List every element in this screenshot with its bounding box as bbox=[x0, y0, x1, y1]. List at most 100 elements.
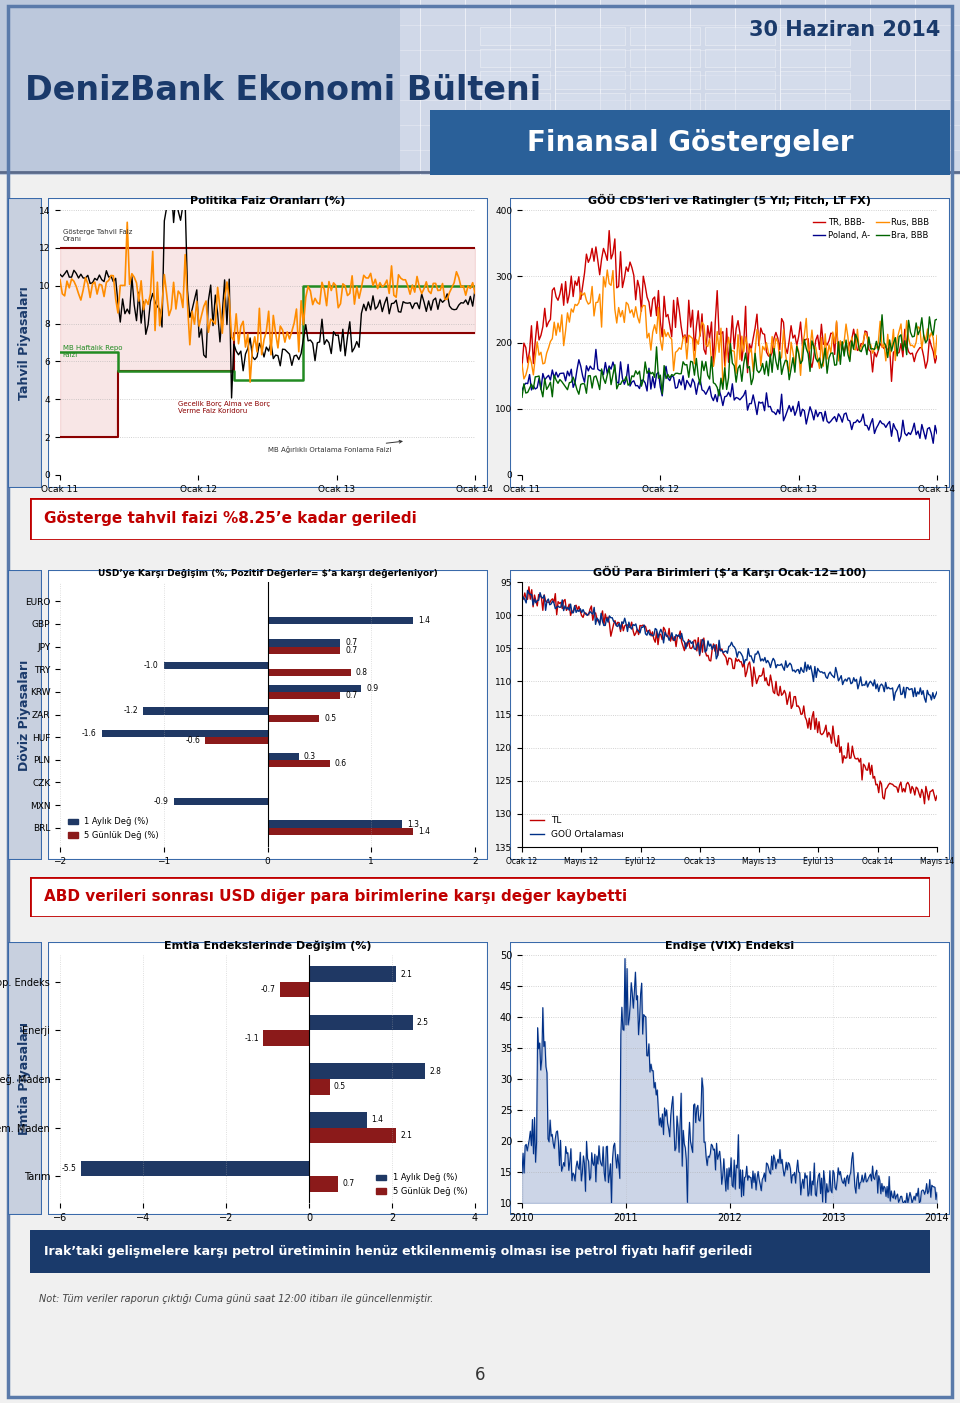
Bar bbox=[309, 1014, 413, 1030]
Text: 0.7: 0.7 bbox=[346, 645, 357, 655]
Bar bbox=[263, 1030, 309, 1047]
Bar bbox=[480, 137, 550, 154]
Line: TL: TL bbox=[522, 586, 937, 804]
Text: -0.7: -0.7 bbox=[261, 985, 276, 995]
Text: -5.5: -5.5 bbox=[61, 1164, 77, 1173]
Bar bbox=[309, 1176, 338, 1191]
Rus, BBB bbox=[884, 348, 896, 365]
Bra, BBB bbox=[882, 349, 894, 366]
Bar bbox=[630, 49, 700, 67]
FancyBboxPatch shape bbox=[510, 570, 950, 860]
Bar bbox=[430, 109, 950, 175]
Poland, A- bbox=[516, 382, 528, 398]
Bar bbox=[268, 617, 413, 624]
Bar bbox=[555, 72, 625, 88]
Bar bbox=[268, 647, 340, 654]
TL bbox=[765, 666, 777, 683]
Rus, BBB bbox=[871, 340, 882, 356]
Text: 0.7: 0.7 bbox=[346, 692, 357, 700]
TL bbox=[931, 787, 943, 804]
TR, BBB- bbox=[892, 345, 903, 362]
TL bbox=[919, 796, 930, 812]
Legend: 1 Aylık Değ (%), 5 Günlük Değ (%): 1 Aylık Değ (%), 5 Günlük Değ (%) bbox=[372, 1170, 470, 1198]
Rus, BBB bbox=[892, 330, 903, 347]
Line: Bra, BBB: Bra, BBB bbox=[522, 314, 937, 397]
Text: Emtia Piyasaları: Emtia Piyasaları bbox=[18, 1021, 32, 1135]
GOÜ Ortalaması bbox=[772, 657, 783, 673]
TR, BBB- bbox=[882, 341, 894, 358]
Text: -0.9: -0.9 bbox=[154, 797, 169, 805]
FancyBboxPatch shape bbox=[8, 941, 42, 1215]
Bar bbox=[480, 49, 550, 67]
Text: 0.6: 0.6 bbox=[335, 759, 348, 767]
GOÜ Ortalaması bbox=[894, 676, 905, 693]
Rus, BBB bbox=[602, 261, 613, 278]
FancyBboxPatch shape bbox=[48, 941, 488, 1215]
Line: GOÜ Ortalaması: GOÜ Ortalaması bbox=[522, 591, 937, 703]
Bar bbox=[268, 821, 402, 828]
Bar bbox=[630, 72, 700, 88]
Bar bbox=[268, 752, 299, 760]
Rus, BBB bbox=[931, 327, 943, 344]
Text: -1.0: -1.0 bbox=[144, 661, 158, 671]
Bar bbox=[705, 49, 775, 67]
GOÜ Ortalaması bbox=[920, 694, 931, 711]
Text: 1.4: 1.4 bbox=[418, 616, 430, 624]
FancyBboxPatch shape bbox=[8, 198, 42, 488]
Title: Endişe (VIX) Endeksi: Endişe (VIX) Endeksi bbox=[665, 941, 794, 951]
TL bbox=[517, 591, 529, 607]
Text: 0.5: 0.5 bbox=[334, 1082, 346, 1092]
Bar bbox=[630, 93, 700, 111]
FancyBboxPatch shape bbox=[48, 198, 488, 488]
Poland, A- bbox=[740, 382, 752, 398]
Bar bbox=[280, 982, 309, 998]
Title: GÖÜ Para Birimleri ($’a Karşı Ocak-12=100): GÖÜ Para Birimleri ($’a Karşı Ocak-12=10… bbox=[592, 567, 866, 578]
TR, BBB- bbox=[740, 297, 752, 314]
FancyBboxPatch shape bbox=[510, 941, 950, 1215]
Poland, A- bbox=[931, 425, 943, 442]
Bar bbox=[780, 72, 850, 88]
Bar bbox=[555, 93, 625, 111]
Text: 30 Haziran 2014: 30 Haziran 2014 bbox=[749, 20, 940, 41]
Bar bbox=[268, 828, 413, 835]
Bra, BBB bbox=[867, 341, 878, 358]
Text: 0.7: 0.7 bbox=[342, 1180, 354, 1188]
Bar bbox=[309, 967, 396, 982]
Bar bbox=[268, 640, 340, 647]
Bar bbox=[268, 714, 320, 721]
TR, BBB- bbox=[516, 358, 528, 375]
Poland, A- bbox=[890, 419, 901, 436]
Legend: TL, GOÜ Ortalaması: TL, GOÜ Ortalaması bbox=[526, 812, 628, 842]
Bar bbox=[630, 115, 700, 133]
Bar bbox=[780, 27, 850, 45]
Bar bbox=[555, 137, 625, 154]
Text: Irak’taki gelişmelere karşı petrol üretiminin henüz etkilenmemiş olması ise petr: Irak’taki gelişmelere karşı petrol üreti… bbox=[43, 1244, 752, 1258]
Bra, BBB bbox=[931, 311, 943, 328]
Rus, BBB bbox=[639, 297, 651, 314]
GOÜ Ortalaması bbox=[522, 582, 534, 599]
Bra, BBB bbox=[637, 372, 649, 389]
Bar bbox=[164, 662, 268, 669]
Bar bbox=[480, 93, 550, 111]
Poland, A- bbox=[927, 435, 939, 452]
Poland, A- bbox=[639, 375, 651, 391]
Poland, A- bbox=[590, 341, 602, 358]
Text: -1.1: -1.1 bbox=[245, 1034, 259, 1042]
Rus, BBB bbox=[516, 355, 528, 372]
Line: TR, BBB-: TR, BBB- bbox=[522, 230, 937, 382]
Line: Poland, A-: Poland, A- bbox=[522, 349, 937, 443]
FancyBboxPatch shape bbox=[510, 198, 950, 488]
Bar bbox=[780, 137, 850, 154]
Bar bbox=[400, 0, 960, 175]
GOÜ Ortalaması bbox=[763, 655, 775, 672]
Bar bbox=[102, 730, 268, 737]
Text: 6: 6 bbox=[475, 1367, 485, 1383]
Text: MB Ağırlıklı Ortalama Fonlama Faizi: MB Ağırlıklı Ortalama Fonlama Faizi bbox=[268, 441, 402, 453]
Bar bbox=[268, 692, 340, 699]
Text: 0.9: 0.9 bbox=[366, 683, 378, 693]
Title: USD’ye Karşı Değişim (%, Pozitif Değerler= $’a karşı değerleniyor): USD’ye Karşı Değişim (%, Pozitif Değerle… bbox=[98, 570, 438, 578]
TR, BBB- bbox=[632, 272, 643, 289]
TL bbox=[894, 777, 905, 794]
Bar bbox=[705, 137, 775, 154]
Legend: TR, BBB-, Poland, A-, Rus, BBB, Bra, BBB: TR, BBB-, Poland, A-, Rus, BBB, Bra, BBB bbox=[809, 215, 933, 243]
